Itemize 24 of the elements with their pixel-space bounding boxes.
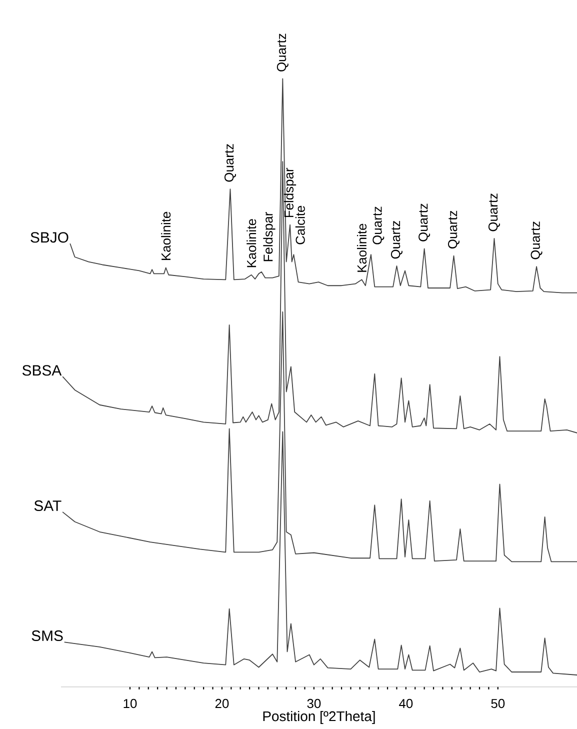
annotation: Quartz (448, 210, 460, 248)
annotation: Quartz (418, 204, 430, 242)
annotation: Quartz (224, 144, 236, 182)
x-axis-title: Postition [º2Theta] (263, 710, 375, 724)
annotation: Quartz (372, 206, 384, 244)
annotation: Feldspar (263, 212, 276, 262)
annotation: Kaolinite (161, 212, 171, 260)
annotation: Quartz (530, 222, 542, 260)
annotation: Quartz (390, 221, 402, 259)
series-label: SAT (34, 500, 62, 511)
x-tick-label: 40 (399, 698, 413, 708)
x-tick-label: 10 (124, 698, 137, 708)
annotation: Quartz (488, 194, 500, 232)
x-tick-label: 30 (307, 698, 321, 708)
annotation: Kaolinite (357, 224, 367, 272)
annotation: Feldspar (284, 168, 296, 218)
annotation: Calcite (295, 206, 305, 244)
annotation: Kaolinite (246, 219, 256, 268)
series-label: SMS (32, 630, 63, 641)
series-label: SBJO (30, 232, 68, 243)
x-tick-label: 50 (491, 698, 505, 708)
series-label: SBSA (22, 365, 62, 376)
x-tick-label: 20 (215, 698, 229, 708)
annotation: Quartz (276, 34, 288, 72)
